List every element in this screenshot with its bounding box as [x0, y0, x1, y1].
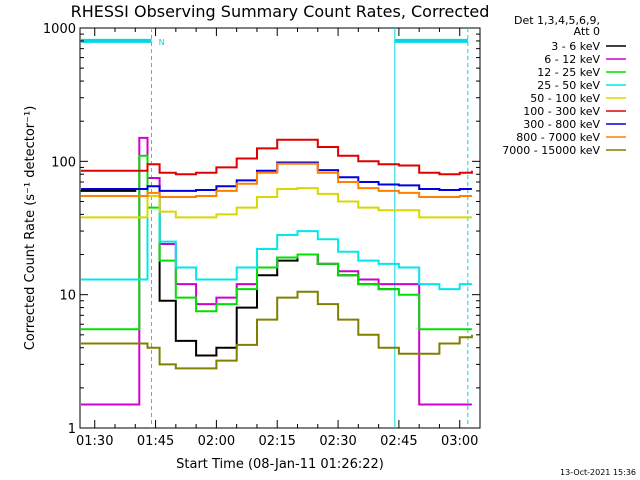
y-axis-label: Corrected Count Rate (s⁻¹ detector⁻¹)	[23, 106, 38, 351]
date-stamp: 13-Oct-2021 15:36	[560, 468, 636, 477]
legend-entry-label: 3 - 6 keV	[551, 40, 600, 53]
x-tick-label: 02:15	[258, 434, 295, 449]
legend-entry-label: 6 - 12 keV	[544, 53, 600, 66]
x-axis-label: Start Time (08-Jan-11 01:26:22)	[176, 457, 384, 472]
x-axis: 01:30 01:45 02:00 02:15 02:30 02:45 03:00	[76, 28, 481, 449]
legend-entry-label: 100 - 300 keV	[523, 105, 600, 118]
legend-entry-label: 800 - 7000 keV	[516, 131, 600, 144]
series-line-3	[81, 195, 472, 291]
series-line-4	[81, 187, 472, 219]
x-tick-label: 01:45	[137, 434, 174, 449]
series-line-6	[81, 161, 472, 192]
legend-entry-label: 7000 - 15000 keV	[502, 144, 600, 157]
series-line-0	[81, 188, 399, 357]
plot-frame	[79, 27, 481, 429]
legend-header: Det 1,3,4,5,6,9,	[514, 14, 600, 27]
legend-entry-label: 50 - 100 keV	[530, 92, 600, 105]
night-label: N	[159, 38, 165, 47]
y-tick-label: 100	[51, 155, 76, 170]
x-tick-label: 02:45	[380, 434, 417, 449]
x-tick-label: 03:00	[441, 434, 478, 449]
series-layer	[81, 136, 473, 406]
legend-header: Att 0	[574, 25, 600, 38]
annotations: N	[81, 28, 469, 428]
series-line-7	[81, 162, 472, 198]
x-tick-label: 01:30	[76, 434, 113, 449]
legend-entry-label: 25 - 50 keV	[537, 79, 600, 92]
y-axis: 1 10 100 1000	[43, 22, 480, 437]
x-tick-label: 02:30	[319, 434, 356, 449]
y-tick-label: 1000	[43, 22, 76, 37]
chart-title: RHESSI Observing Summary Count Rates, Co…	[71, 2, 490, 21]
legend-entry-label: 12 - 25 keV	[537, 66, 600, 79]
series-line-5	[81, 138, 473, 176]
series-line-8	[81, 290, 473, 370]
y-tick-label: 1	[68, 422, 76, 437]
y-tick-label: 10	[59, 289, 76, 304]
x-tick-label: 02:00	[198, 434, 235, 449]
legend-entry-label: 300 - 800 keV	[523, 118, 600, 131]
